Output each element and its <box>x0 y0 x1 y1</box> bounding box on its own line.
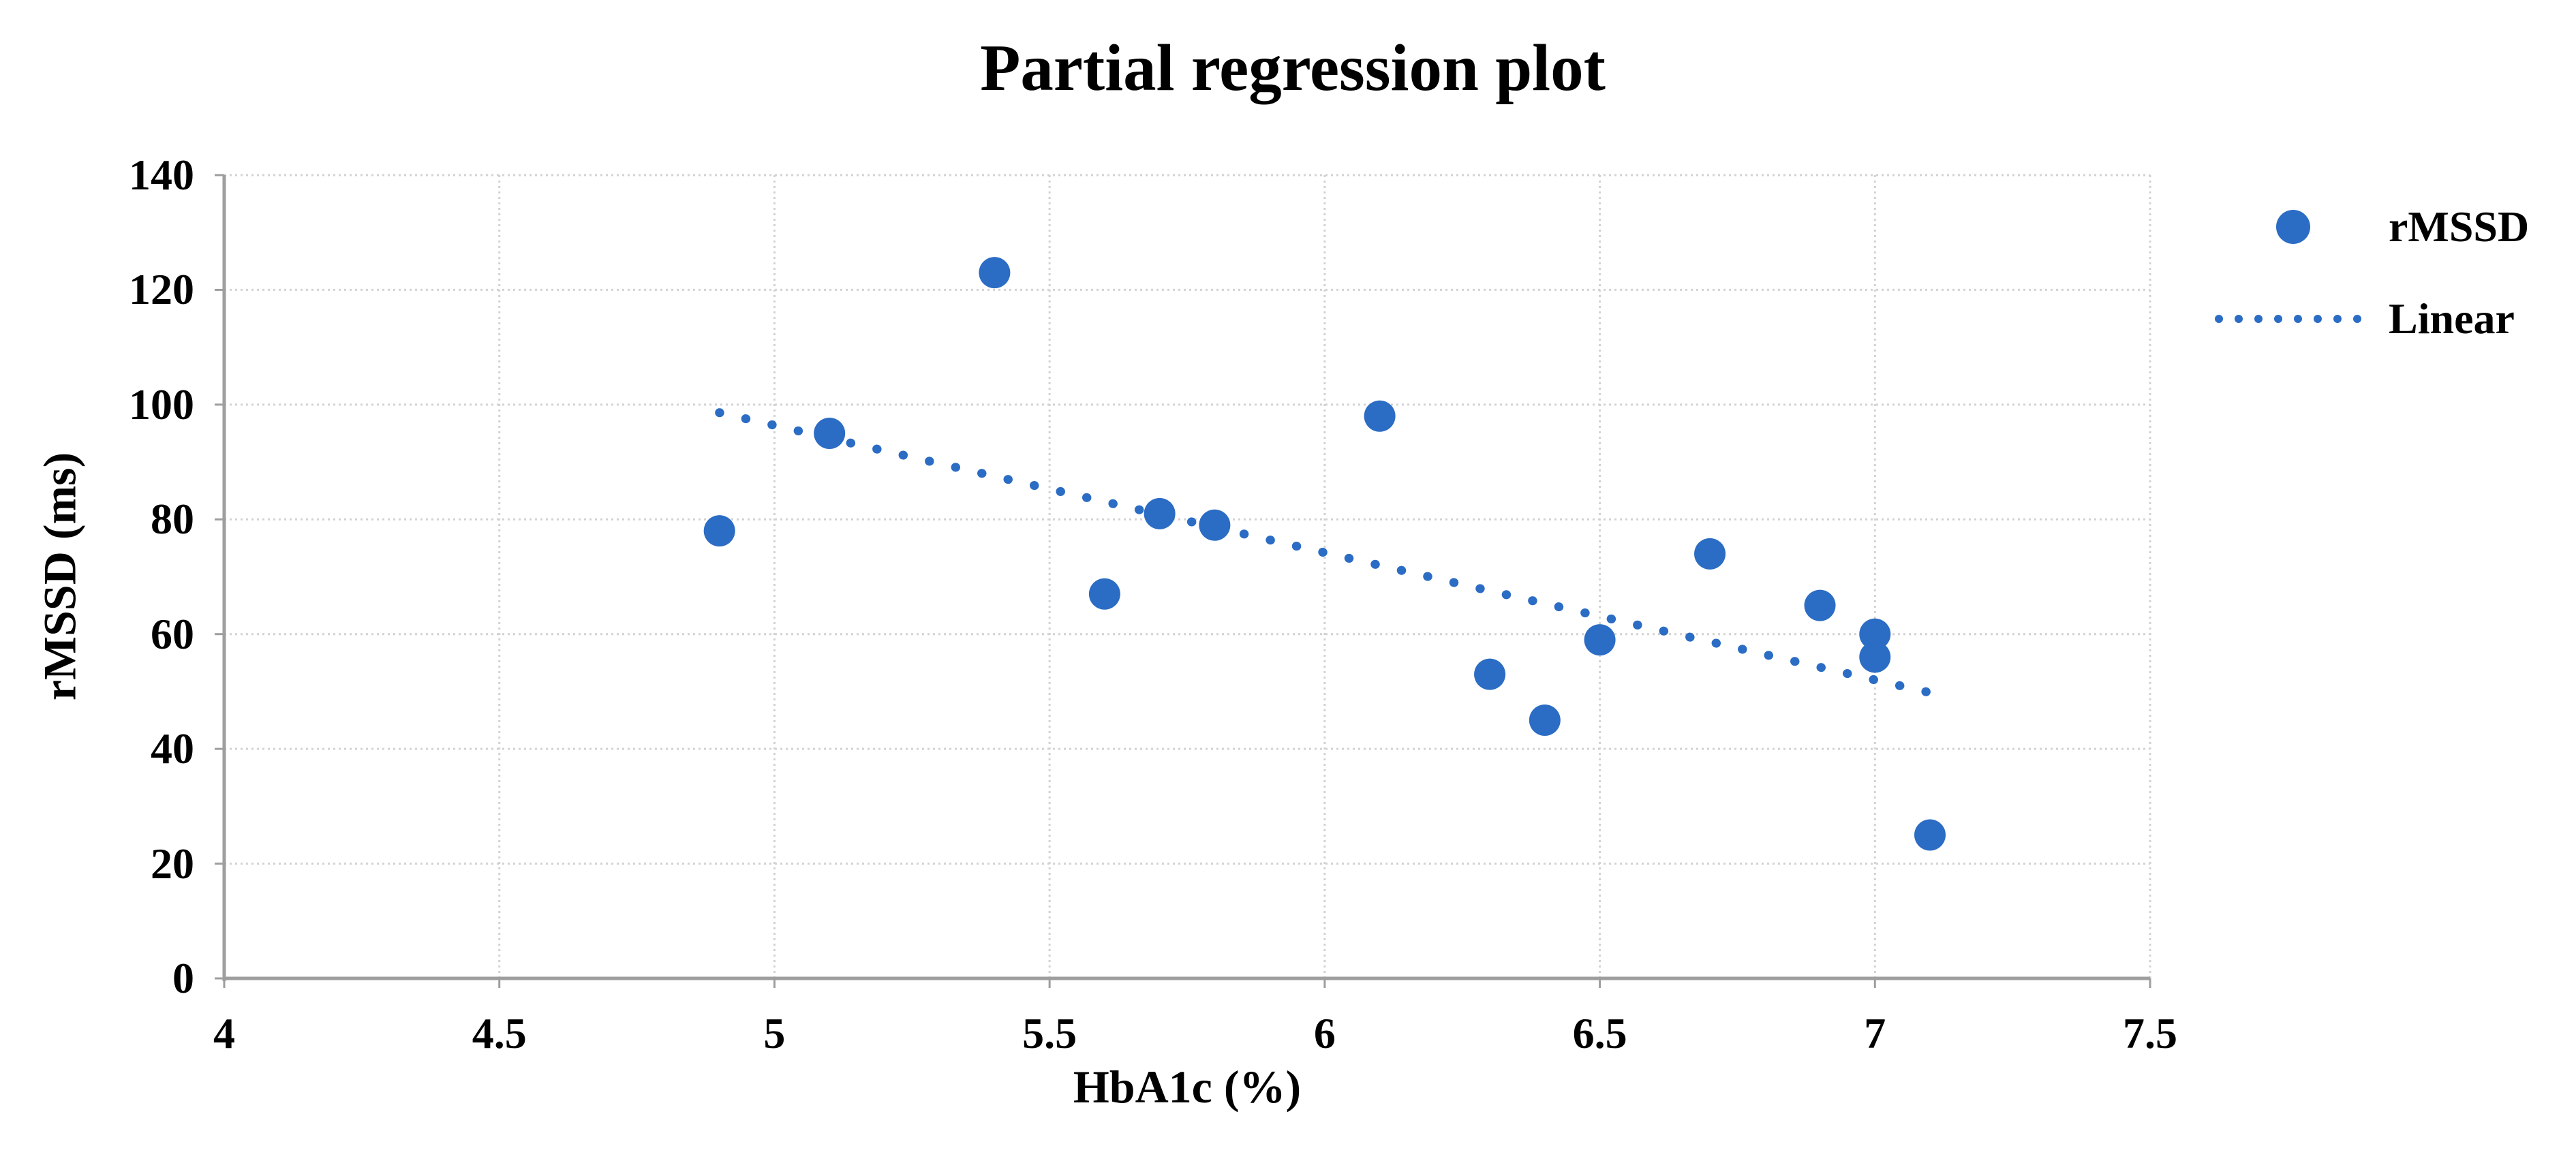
dotted-line-dot <box>2314 315 2322 323</box>
data-point <box>1584 624 1616 656</box>
data-point <box>703 515 735 547</box>
chart-title: Partial regression plot <box>980 31 1606 104</box>
dotted-line-dot <box>2274 315 2282 323</box>
dotted-line-dot <box>2294 315 2302 323</box>
x-tick-label: 5 <box>763 1009 786 1057</box>
dotted-line-dot <box>2333 315 2342 323</box>
x-axis-title: HbA1c (%) <box>1073 1061 1302 1113</box>
legend-label-linear: Linear <box>2389 294 2515 343</box>
legend-key-area <box>2211 288 2375 350</box>
data-point <box>814 417 846 449</box>
data-point <box>1914 819 1946 851</box>
y-tick-label: 80 <box>151 495 194 544</box>
data-point <box>1694 538 1726 570</box>
x-tick-label: 4 <box>213 1009 235 1057</box>
legend-label-rmssd: rMSSD <box>2389 202 2530 251</box>
scatter-marker-icon <box>2276 210 2310 244</box>
data-point <box>979 257 1011 289</box>
x-tick-label: 6 <box>1313 1009 1336 1057</box>
y-tick-label: 100 <box>129 380 194 429</box>
y-tick-label: 40 <box>151 724 194 773</box>
y-tick-label: 0 <box>172 954 194 1002</box>
data-point <box>1529 705 1561 737</box>
legend-key-area <box>2211 196 2375 258</box>
data-point <box>1804 589 1836 621</box>
dotted-line-dot <box>2215 315 2223 323</box>
data-point <box>1088 578 1120 610</box>
dotted-line-dot <box>2254 315 2263 323</box>
legend-item-rmssd: rMSSD <box>2211 196 2576 258</box>
dotted-line-icon <box>2215 315 2372 323</box>
x-tick-label: 5.5 <box>1022 1009 1077 1057</box>
data-point <box>1859 618 1891 650</box>
data-point <box>1859 641 1891 673</box>
y-tick-label: 140 <box>129 151 194 199</box>
data-point <box>1474 658 1506 690</box>
data-point <box>1144 497 1176 529</box>
y-tick-label: 20 <box>151 839 194 888</box>
legend-item-linear: Linear <box>2211 288 2576 350</box>
x-tick-label: 7.5 <box>2123 1009 2177 1057</box>
data-point <box>1364 400 1396 432</box>
y-tick-label: 60 <box>151 609 194 658</box>
trendline <box>715 408 1935 698</box>
x-tick-label: 6.5 <box>1572 1009 1627 1057</box>
y-tick-label: 120 <box>129 265 194 314</box>
x-tick-label: 7 <box>1864 1009 1886 1057</box>
dotted-line-dot <box>2353 315 2361 323</box>
dotted-line-dot <box>2235 315 2243 323</box>
x-tick-label: 4.5 <box>472 1009 527 1057</box>
